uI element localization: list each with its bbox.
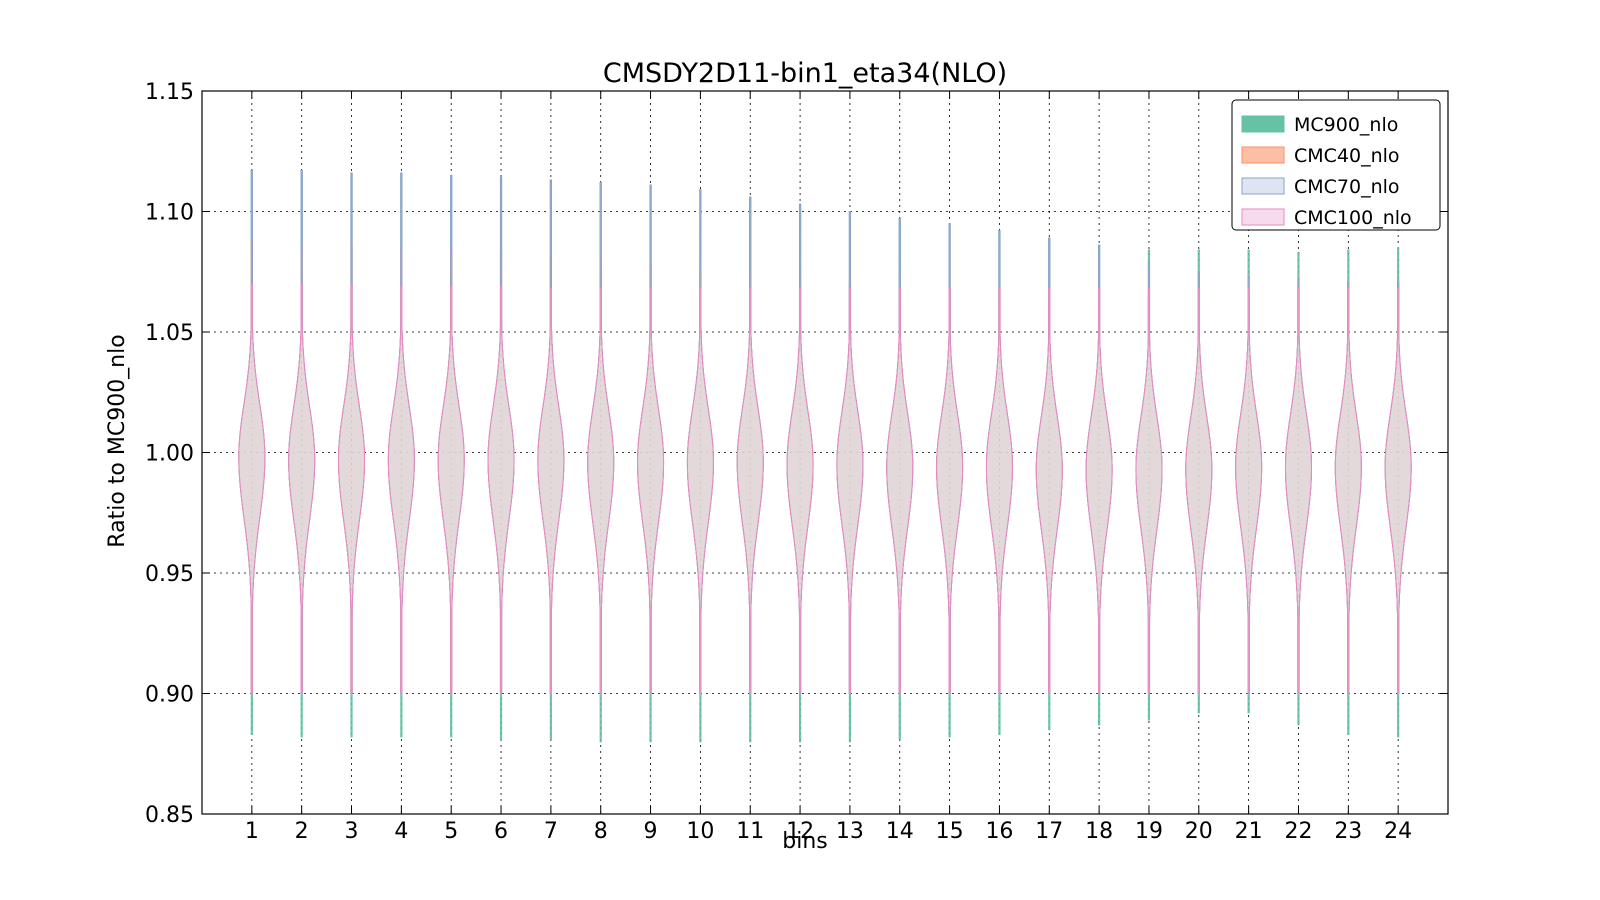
violin-CMC100_nlo-bin-4 xyxy=(387,285,415,694)
legend-swatch-MC900_nlo xyxy=(1241,115,1285,133)
x-tick-label: 9 xyxy=(644,819,658,844)
x-tick-label: 5 xyxy=(444,819,458,844)
violin-CMC100_nlo-bin-1 xyxy=(238,283,266,694)
legend-label-CMC100_nlo: CMC100_nlo xyxy=(1294,207,1412,229)
x-tick-label: 24 xyxy=(1384,819,1412,844)
y-tick-label: 0.90 xyxy=(145,683,194,708)
violin-CMC100_nlo-bin-7 xyxy=(537,288,565,694)
violin-CMC100_nlo-bin-10 xyxy=(686,288,714,694)
legend-label-CMC70_nlo: CMC70_nlo xyxy=(1294,176,1400,198)
violin-CMC100_nlo-bin-8 xyxy=(587,288,615,694)
violin-CMC100_nlo-bin-20 xyxy=(1185,288,1213,694)
y-tick-label: 1.10 xyxy=(145,201,194,226)
y-tick-label: 0.85 xyxy=(145,803,194,828)
x-tick-label: 3 xyxy=(345,819,359,844)
legend: MC900_nlo CMC40_nlo CMC70_nlo CMC100_nlo xyxy=(1231,99,1441,231)
violin-CMC100_nlo-bin-5 xyxy=(437,285,465,694)
legend-swatch-CMC70_nlo xyxy=(1241,177,1285,195)
x-tick-label: 2 xyxy=(295,819,309,844)
x-axis-label: bins xyxy=(782,829,827,854)
x-tick-label: 17 xyxy=(1035,819,1063,844)
violin-CMC100_nlo-bin-13 xyxy=(836,288,864,694)
x-tick-label: 22 xyxy=(1284,819,1312,844)
legend-swatch-CMC40_nlo xyxy=(1241,146,1285,164)
chart-title: CMSDY2D11-bin1_eta34(NLO) xyxy=(603,58,1007,89)
y-tick-label: 1.15 xyxy=(145,80,194,105)
x-tick-label: 7 xyxy=(544,819,558,844)
x-tick-label: 4 xyxy=(394,819,408,844)
y-axis-label: Ratio to MC900_nlo xyxy=(105,334,130,547)
violin-CMC100_nlo-bin-15 xyxy=(936,288,964,694)
violin-CMC100_nlo-bin-22 xyxy=(1284,288,1312,694)
legend-label-CMC40_nlo: CMC40_nlo xyxy=(1294,145,1400,167)
x-tick-label: 19 xyxy=(1135,819,1163,844)
violin-CMC100_nlo-bin-23 xyxy=(1334,288,1362,694)
x-tick-label: 1 xyxy=(245,819,259,844)
violin-CMC100_nlo-bin-3 xyxy=(338,283,366,694)
legend-label-MC900_nlo: MC900_nlo xyxy=(1294,114,1398,136)
x-tick-label: 8 xyxy=(594,819,608,844)
x-tick-label: 15 xyxy=(936,819,964,844)
y-tick-label: 1.00 xyxy=(145,442,194,467)
x-tick-label: 12 xyxy=(786,819,814,844)
axis-ticks: 0.850.900.951.001.051.101.151 2 3 4 5 6 7 8 9 10 1… xyxy=(145,80,1448,844)
violin-CMC100_nlo-bin-12 xyxy=(786,288,814,694)
violin-CMC100_nlo-bin-9 xyxy=(637,288,665,694)
violin-CMC100_nlo-bin-11 xyxy=(736,288,764,694)
x-tick-label: 21 xyxy=(1235,819,1263,844)
violin-CMC100_nlo-bin-24 xyxy=(1384,288,1412,694)
violin-CMC100_nlo-bin-2 xyxy=(288,283,316,694)
y-tick-label: 0.95 xyxy=(145,562,194,587)
x-tick-label: 11 xyxy=(736,819,764,844)
legend-swatch-CMC100_nlo xyxy=(1241,208,1285,226)
x-tick-label: 6 xyxy=(494,819,508,844)
x-tick-label: 13 xyxy=(836,819,864,844)
x-tick-label: 16 xyxy=(985,819,1013,844)
x-tick-label: 18 xyxy=(1085,819,1113,844)
violin-CMC100_nlo-bin-14 xyxy=(886,288,914,694)
x-tick-label: 20 xyxy=(1185,819,1213,844)
violin-CMC100_nlo-bin-19 xyxy=(1135,288,1163,694)
violin-CMC100_nlo-bin-21 xyxy=(1235,288,1263,694)
y-tick-label: 1.05 xyxy=(145,321,194,346)
violin-CMC100_nlo-bin-6 xyxy=(487,285,515,694)
violin-CMC100_nlo-bin-18 xyxy=(1085,288,1113,694)
violins xyxy=(238,170,1412,743)
x-tick-label: 23 xyxy=(1334,819,1362,844)
x-tick-label: 14 xyxy=(886,819,914,844)
violin-CMC100_nlo-bin-16 xyxy=(985,288,1013,694)
violin-CMC100_nlo-bin-17 xyxy=(1035,288,1063,694)
x-tick-label: 10 xyxy=(686,819,714,844)
